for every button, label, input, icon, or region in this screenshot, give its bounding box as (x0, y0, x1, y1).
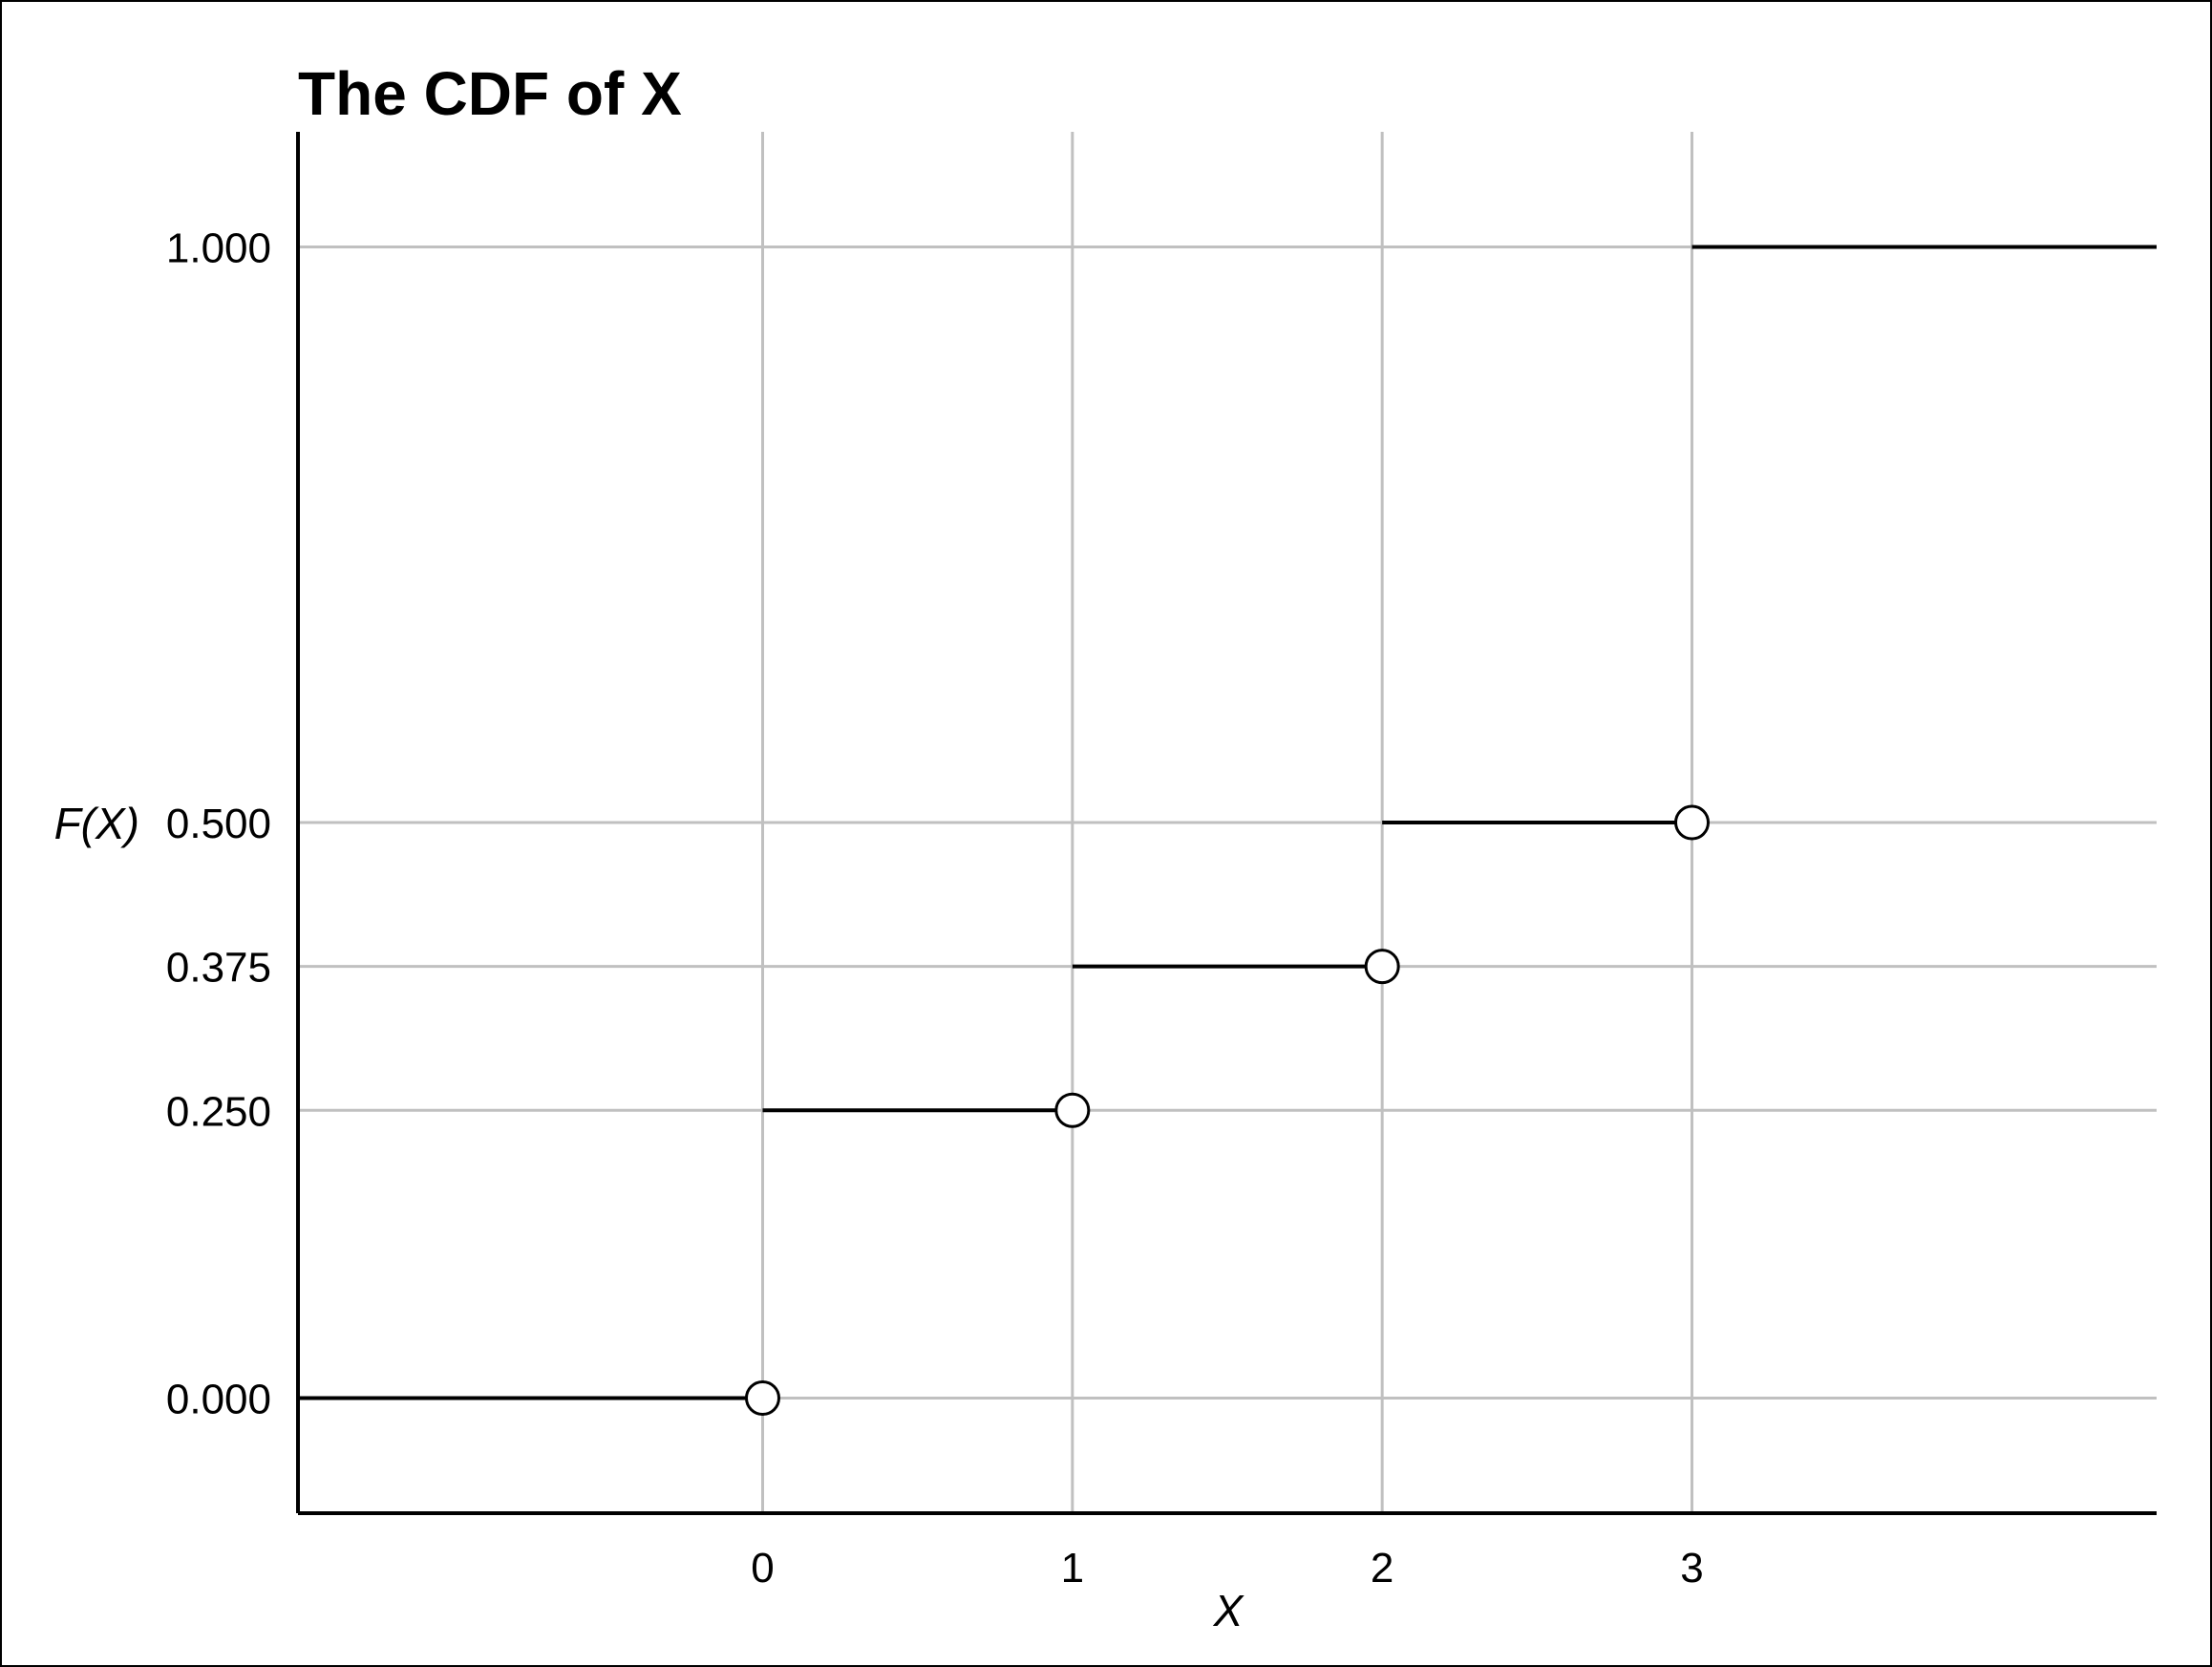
y-axis-label: F(X) (54, 799, 139, 848)
y-tick-label: 0.250 (166, 1088, 271, 1135)
open-circle-marker (1054, 1092, 1091, 1128)
step-series (298, 245, 2157, 1400)
y-tick-label: 0.375 (166, 945, 271, 992)
y-tick-label: 0.500 (166, 801, 271, 847)
x-tick-label: 3 (1680, 1545, 1703, 1592)
x-tick-label: 1 (1061, 1545, 1084, 1592)
x-tick-label: 0 (751, 1545, 774, 1592)
x-tick-label: 2 (1371, 1545, 1393, 1592)
y-tick-label: 1.000 (166, 225, 271, 272)
axes (296, 132, 2157, 1515)
open-circle-marker (745, 1380, 780, 1416)
open-circle-markers (745, 804, 1710, 1416)
chart-title: The CDF of X (298, 59, 682, 128)
open-circle-marker (1674, 804, 1710, 841)
x-axis-label: X (1213, 1586, 1245, 1635)
open-circle-marker (1364, 949, 1400, 985)
tick-labels: 0 1 2 3 0.000 0.250 0.375 0.500 1.000 (166, 225, 1704, 1592)
grid-lines (298, 132, 2157, 1513)
y-tick-label: 0.000 (166, 1377, 271, 1423)
